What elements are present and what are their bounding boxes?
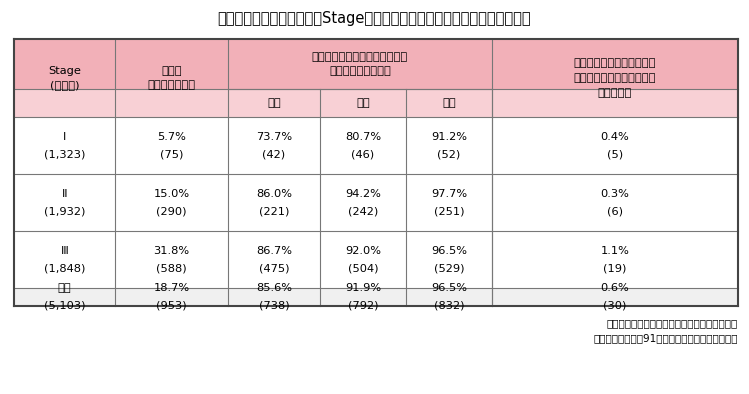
Text: (221): (221) [259, 206, 289, 216]
Text: ４年: ４年 [356, 98, 370, 108]
Text: 86.7%: 86.7% [256, 245, 292, 255]
Text: 94.2%: 94.2% [345, 188, 381, 199]
Text: 全体: 全体 [58, 283, 71, 293]
Text: 5.7%: 5.7% [157, 132, 186, 141]
Text: (953): (953) [157, 301, 187, 311]
Text: (1,932): (1,932) [43, 206, 85, 216]
Text: (529): (529) [434, 264, 464, 273]
Text: (290): (290) [157, 206, 187, 216]
Text: (5): (5) [607, 149, 623, 160]
Text: (6): (6) [607, 206, 623, 216]
Text: （大腸癌研究会・全国登録　２００７年症例）: （大腸癌研究会・全国登録 ２００７年症例） [607, 318, 738, 328]
Text: ５年: ５年 [442, 98, 456, 108]
Text: (5,103): (5,103) [43, 301, 85, 311]
Bar [14, 89, 738, 117]
Text: 86.0%: 86.0% [256, 188, 292, 199]
Text: (242): (242) [348, 206, 378, 216]
Text: 96.5%: 96.5% [431, 245, 467, 255]
Text: 85.6%: 85.6% [256, 283, 292, 293]
Text: (504): (504) [348, 264, 378, 273]
Text: 0.4%: 0.4% [601, 132, 629, 141]
Text: 97.7%: 97.7% [431, 188, 467, 199]
Text: (19): (19) [603, 264, 627, 273]
Bar [14, 288, 738, 306]
Text: 91.2%: 91.2% [431, 132, 467, 141]
Text: 73.7%: 73.7% [256, 132, 292, 141]
Text: (30): (30) [603, 301, 627, 311]
Bar [14, 39, 738, 89]
Text: 術後５年を超えて出現する
再発例が全体に占める割合
（症例数）: 術後５年を超えて出現する 再発例が全体に占める割合 （症例数） [574, 58, 656, 98]
Text: Ⅱ: Ⅱ [61, 188, 67, 199]
Text: 96.5%: 96.5% [431, 283, 467, 293]
Text: (738): (738) [258, 301, 289, 311]
Text: 31.8%: 31.8% [154, 245, 189, 255]
Text: 91.9%: 91.9% [345, 283, 381, 293]
Text: (475): (475) [258, 264, 289, 273]
Text: 80.7%: 80.7% [345, 132, 381, 141]
Text: 術後経過年数別累積再発出現率
（累積再発症例数）: 術後経過年数別累積再発出現率 （累積再発症例数） [312, 52, 408, 76]
Text: 15.0%: 15.0% [154, 188, 189, 199]
Text: Ⅲ: Ⅲ [61, 245, 68, 255]
Text: (46): (46) [351, 149, 374, 160]
Text: (588): (588) [157, 264, 187, 273]
Text: (251): (251) [434, 206, 464, 216]
Text: Ⅰ: Ⅰ [63, 132, 66, 141]
Text: (52): (52) [437, 149, 461, 160]
Text: ＊再発時期不明侉91例は累積再発出現率では除外: ＊再発時期不明侉91例は累積再発出現率では除外 [593, 333, 738, 343]
Text: 1.1%: 1.1% [601, 245, 629, 255]
Text: ３年: ３年 [267, 98, 281, 108]
Text: 0.3%: 0.3% [601, 188, 629, 199]
Text: (792): (792) [348, 301, 378, 311]
Text: 92.0%: 92.0% [345, 245, 381, 255]
Text: 18.7%: 18.7% [154, 283, 189, 293]
Text: (42): (42) [262, 149, 285, 160]
Text: 再発率
（再発症例数）: 再発率 （再発症例数） [148, 65, 195, 90]
Text: 表７　大腸癌治癒切除後のStage別再発率と術後経過年数別累積再発出現率: 表７ 大腸癌治癒切除後のStage別再発率と術後経過年数別累積再発出現率 [217, 11, 531, 26]
Text: 0.6%: 0.6% [601, 283, 629, 293]
Text: (75): (75) [160, 149, 184, 160]
Text: (832): (832) [434, 301, 464, 311]
Text: (1,323): (1,323) [43, 149, 85, 160]
Text: Stage
(症例数): Stage (症例数) [48, 65, 81, 90]
Text: (1,848): (1,848) [43, 264, 85, 273]
